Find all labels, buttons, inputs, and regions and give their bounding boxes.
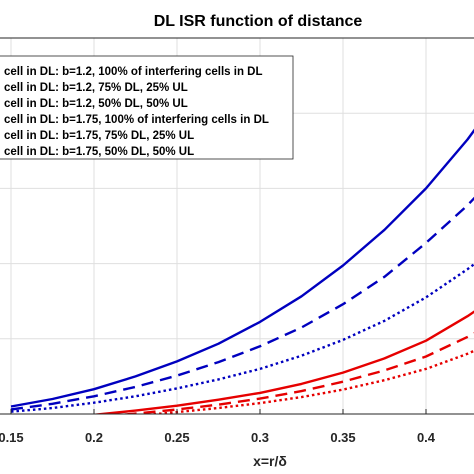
series-line-5 <box>117 332 474 414</box>
series-line-2 <box>10 196 474 411</box>
x-tick-label: 0.3 <box>251 430 269 445</box>
series-line-6 <box>143 349 474 414</box>
series-line-4 <box>89 310 474 414</box>
chart-title: DL ISR function of distance <box>154 13 363 30</box>
series-lines <box>10 128 474 414</box>
axes <box>0 37 474 415</box>
legend-box <box>0 55 294 160</box>
legend: cell in DL: b=1.2, 100% of interfering c… <box>0 55 294 160</box>
legend-label-6: cell in DL: b=1.75, 50% DL, 50% UL <box>4 146 194 158</box>
x-tick-label: 0.15 <box>0 430 24 445</box>
legend-label-5: cell in DL: b=1.75, 75% DL, 25% UL <box>4 130 194 142</box>
x-tick-label: 0.25 <box>164 430 189 445</box>
legend-label-2: cell in DL: b=1.2, 75% DL, 25% UL <box>4 82 188 94</box>
x-tick-label: 0.35 <box>330 430 355 445</box>
legend-entries: cell in DL: b=1.2, 100% of interfering c… <box>4 66 269 158</box>
legend-label-4: cell in DL: b=1.75, 100% of interfering … <box>4 114 269 126</box>
x-axis-label: x=r/δ <box>253 453 287 469</box>
series-line-1 <box>10 128 474 408</box>
x-tick-labels: 0.15 0.2 0.25 0.3 0.35 0.4 <box>0 430 436 445</box>
x-tick-label: 0.2 <box>85 430 103 445</box>
legend-label-1: cell in DL: b=1.2, 100% of interfering c… <box>4 66 263 78</box>
series-line-3 <box>10 262 474 413</box>
x-tick-label: 0.4 <box>417 430 436 445</box>
legend-label-3: cell in DL: b=1.2, 50% DL, 50% UL <box>4 98 188 110</box>
